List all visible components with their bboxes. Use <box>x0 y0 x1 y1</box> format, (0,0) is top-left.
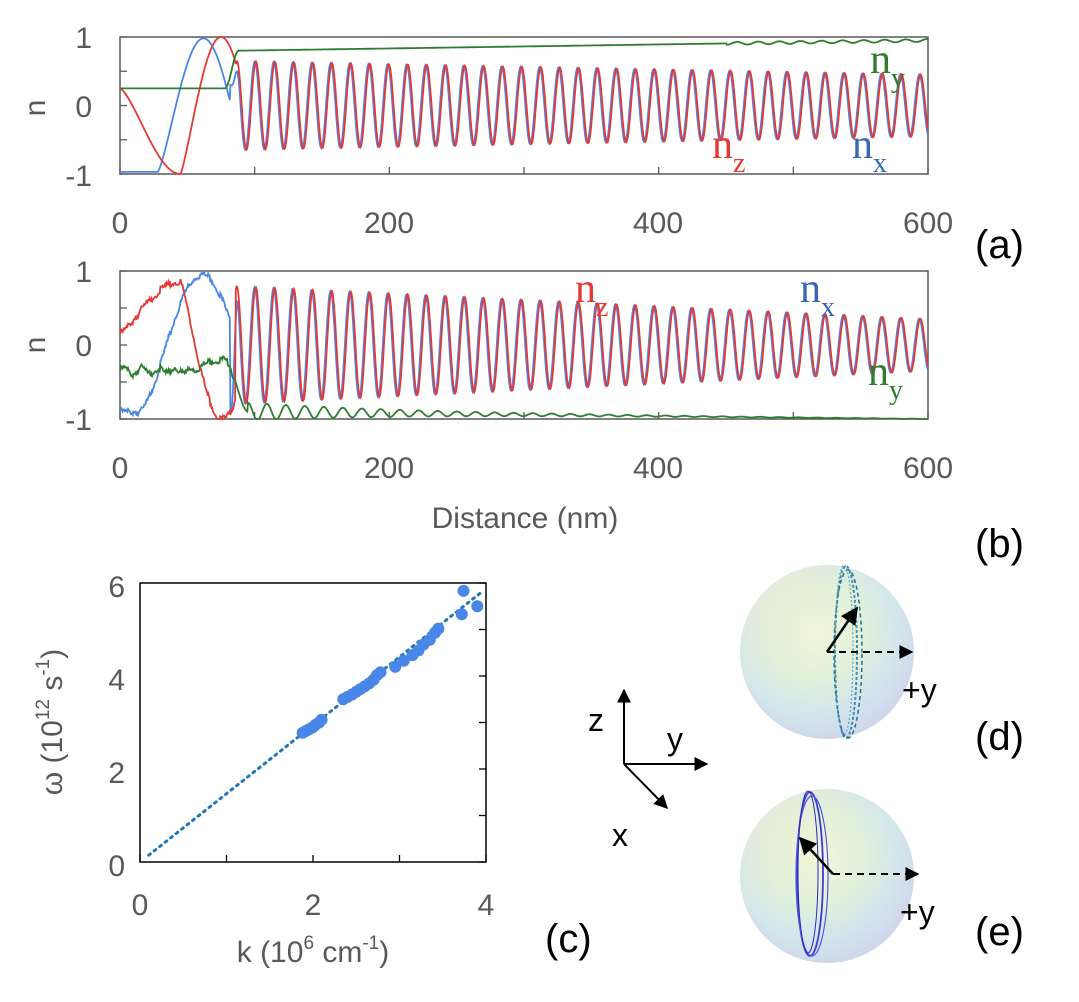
scatter-point <box>374 666 387 679</box>
panel-c-ylabel: ω (1012 s-1) <box>33 649 69 796</box>
panel-c-ytick-6: 6 <box>108 571 125 604</box>
scatter-point <box>471 600 484 613</box>
panel-c-ytick-0: 0 <box>108 850 125 883</box>
panel-c: 6 4 2 0 0 2 4 k (106 cm-1) ω (1012 s-1) … <box>33 571 592 969</box>
panel-e-tag: (e) <box>975 910 1024 954</box>
panel-b-ytick-neg1: -1 <box>65 404 92 437</box>
panel-a-ytick-0: 0 <box>75 91 92 124</box>
panel-b-series-ny <box>119 354 929 420</box>
axis-x-label: x <box>612 817 628 853</box>
panel-b-xlabel: Distance (nm) <box>432 502 619 535</box>
panel-a-ytick-1: 1 <box>75 22 92 55</box>
panel-a-xtick-0: 0 <box>112 207 129 240</box>
panel-c-tag: (c) <box>545 917 592 961</box>
panel-c-ytick-2: 2 <box>108 757 125 790</box>
panel-b-ytick-1: 1 <box>75 256 92 289</box>
sphere-e-tint <box>740 789 914 963</box>
panel-d-tag: (d) <box>975 715 1024 759</box>
panel-b-ylabel: n <box>19 337 52 354</box>
axis-z-label: z <box>588 702 604 738</box>
panel-b-tag: (b) <box>975 522 1024 566</box>
scatter-point <box>315 713 328 726</box>
sphere-e: +y (e) <box>740 789 1024 963</box>
panel-b-ticks <box>119 270 929 420</box>
sphere-d-trajectory-3 <box>834 564 854 736</box>
panel-a-series-nz <box>119 36 929 175</box>
panel-b-xtick-600: 600 <box>903 452 953 485</box>
panel-a-ytick-neg1: -1 <box>65 160 92 193</box>
sphere-e-y-label: +y <box>900 894 935 930</box>
panel-a-xtick-200: 200 <box>364 207 414 240</box>
panel-b-label-ny: ny <box>868 349 903 406</box>
panel-a-ticks <box>119 36 929 175</box>
panel-b-label-nz: nz <box>575 266 608 323</box>
scatter-point <box>432 622 445 635</box>
panel-a-series-ny <box>120 38 928 90</box>
scatter-point <box>389 660 402 673</box>
panel-a-label-nx: nx <box>852 122 887 179</box>
sphere-e-trajectory-3 <box>797 790 819 954</box>
panel-c-ticks <box>139 582 487 863</box>
axis-y-label: y <box>667 721 683 757</box>
scatter-point <box>397 654 410 667</box>
panel-a-xtick-600: 600 <box>903 207 953 240</box>
scatter-point <box>455 608 468 621</box>
axes-diagram: z y x <box>588 688 709 853</box>
sphere-d-y-label: +y <box>902 672 937 708</box>
panel-a-tag: (a) <box>975 223 1024 267</box>
panel-b-label-nx: nx <box>800 266 835 323</box>
sphere-d: +y (d) <box>740 564 1024 759</box>
panel-c-xtick-0: 0 <box>132 889 149 922</box>
panel-b-series-nz <box>119 278 929 422</box>
axis-x-arrow <box>623 763 668 810</box>
scatter-point <box>457 584 470 597</box>
panel-c-xlabel: k (106 cm-1) <box>237 933 390 969</box>
panel-c-xtick-2: 2 <box>305 889 322 922</box>
panel-c-points <box>296 584 484 739</box>
panel-b: 1 0 -1 n 0 200 400 600 Distance (nm) nz … <box>19 256 1024 566</box>
panel-b-ytick-0: 0 <box>75 330 92 363</box>
panel-c-ytick-4: 4 <box>108 664 125 697</box>
sphere-d-vector <box>825 606 859 653</box>
panel-c-xtick-4: 4 <box>478 889 495 922</box>
panel-a-label-nz: nz <box>712 122 745 179</box>
panel-a-ylabel: n <box>19 100 52 117</box>
panel-b-xtick-400: 400 <box>633 452 683 485</box>
sphere-d-trajectory-2 <box>833 569 863 739</box>
sphere-e-vector <box>798 836 834 875</box>
panel-a-xtick-400: 400 <box>633 207 683 240</box>
panel-a-label-ny: ny <box>870 37 905 94</box>
panel-b-xtick-0: 0 <box>112 452 129 485</box>
panel-a-series-nx <box>120 37 929 173</box>
panel-b-xtick-200: 200 <box>364 452 414 485</box>
panel-a: 1 0 -1 n 0 200 400 600 ny nz nx (a) <box>19 22 1024 267</box>
